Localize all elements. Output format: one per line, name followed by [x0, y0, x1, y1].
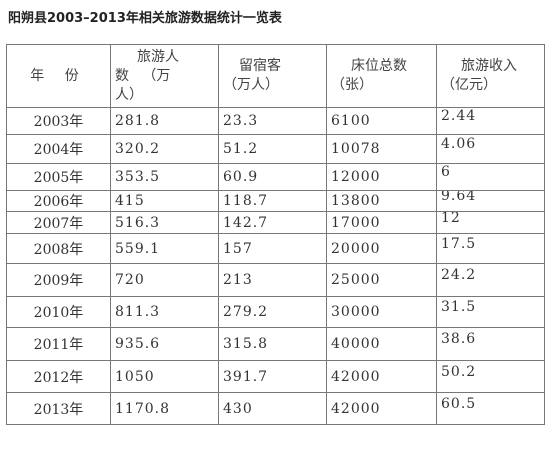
header-overnight-line1: 留宿客: [239, 58, 281, 74]
revenue-cell: 60.5: [436, 392, 545, 425]
header-year: 年 份: [6, 44, 111, 108]
header-revenue: 旅游收入 （亿元）: [436, 44, 545, 108]
revenue-cell: 38.6: [436, 327, 545, 361]
table-row: 2008年 559.1 157 20000 17.5: [6, 233, 545, 264]
revenue-value: 2.44: [441, 108, 477, 125]
revenue-value: 17.5: [441, 235, 477, 252]
year-cell: 2011年: [6, 327, 111, 361]
beds-cell: 42000: [326, 360, 437, 393]
table-row: 2006年 415 118.7 13800 9.64: [6, 190, 545, 212]
header-overnight: 留宿客 （万人）: [218, 44, 327, 108]
tourists-cell: 935.6: [110, 327, 219, 361]
year-cell: 2012年: [6, 360, 111, 393]
year-cell: 2006年: [6, 190, 111, 212]
revenue-cell: 4.06: [436, 134, 545, 164]
year-cell: 2009年: [6, 263, 111, 297]
header-tourists-line1: 旅游人: [137, 48, 179, 65]
table-row: 2007年 516.3 142.7 17000 12: [6, 211, 545, 234]
header-tourists-line3: 人）: [115, 86, 143, 103]
table-row: 2012年 1050 391.7 42000 50.2: [6, 360, 545, 393]
beds-cell: 25000: [326, 263, 437, 297]
header-beds-line2: （张）: [331, 77, 373, 93]
year-cell: 2008年: [6, 233, 111, 264]
beds-cell: 42000: [326, 392, 437, 425]
revenue-value: 24.2: [441, 267, 477, 283]
overnight-cell: 279.2: [218, 296, 327, 328]
revenue-value: 6: [441, 164, 451, 181]
table-row: 2003年 281.8 23.3 6100 2.44: [6, 107, 545, 135]
revenue-cell: 2.44: [436, 107, 545, 135]
table-row: 2004年 320.2 51.2 10078 4.06: [6, 134, 545, 164]
overnight-cell: 213: [218, 263, 327, 297]
table-row: 2010年 811.3 279.2 30000 31.5: [6, 296, 545, 328]
revenue-cell: 31.5: [436, 296, 545, 328]
tourists-cell: 415: [110, 190, 219, 212]
tourists-cell: 353.5: [110, 163, 219, 191]
year-cell: 2007年: [6, 211, 111, 234]
revenue-value: 4.06: [441, 136, 477, 152]
tourism-stats-table: 年 份 旅游人 数 （万 人） 留宿客 （万人） 床位总数 （张） 旅游收入 （…: [6, 44, 545, 425]
overnight-cell: 60.9: [218, 163, 327, 191]
tourists-cell: 1170.8: [110, 392, 219, 425]
tourists-cell: 559.1: [110, 233, 219, 264]
tourists-cell: 811.3: [110, 296, 219, 328]
table-body: 2003年 281.8 23.3 6100 2.44 2004年 320.2 51.2 1007…: [6, 107, 545, 425]
tourists-cell: 516.3: [110, 211, 219, 234]
beds-cell: 10078: [326, 134, 437, 164]
overnight-cell: 157: [218, 233, 327, 264]
tourists-cell: 320.2: [110, 134, 219, 164]
header-revenue-line2: （亿元）: [441, 77, 497, 93]
beds-cell: 17000: [326, 211, 437, 234]
beds-cell: 20000: [326, 233, 437, 264]
year-cell: 2013年: [6, 392, 111, 425]
header-overnight-line2: （万人）: [223, 77, 279, 93]
header-tourists: 旅游人 数 （万 人）: [110, 44, 219, 108]
table-row: 2005年 353.5 60.9 12000 6: [6, 163, 545, 191]
year-cell: 2010年: [6, 296, 111, 328]
year-cell: 2003年: [6, 107, 111, 135]
revenue-value: 9.64: [441, 190, 477, 205]
overnight-cell: 391.7: [218, 360, 327, 393]
revenue-cell: 12: [436, 211, 545, 234]
overnight-cell: 142.7: [218, 211, 327, 234]
revenue-cell: 9.64: [436, 190, 545, 212]
header-row: 年 份 旅游人 数 （万 人） 留宿客 （万人） 床位总数 （张） 旅游收入 （…: [6, 44, 545, 108]
header-beds-line1: 床位总数: [351, 58, 407, 74]
beds-cell: 6100: [326, 107, 437, 135]
beds-cell: 12000: [326, 163, 437, 191]
header-revenue-line1: 旅游收入: [461, 58, 517, 74]
revenue-value: 60.5: [441, 395, 477, 412]
table-row: 2009年 720 213 25000 24.2: [6, 263, 545, 297]
revenue-value: 31.5: [441, 299, 477, 315]
revenue-value: 12: [441, 211, 461, 226]
table-row: 2011年 935.6 315.8 40000 38.6: [6, 327, 545, 361]
beds-cell: 13800: [326, 190, 437, 212]
overnight-cell: 430: [218, 392, 327, 425]
table-title: 阳朔县2003–2013年相关旅游数据统计一览表: [8, 11, 282, 26]
tourists-cell: 281.8: [110, 107, 219, 135]
tourists-cell: 720: [110, 263, 219, 297]
beds-cell: 40000: [326, 327, 437, 361]
revenue-cell: 24.2: [436, 263, 545, 297]
year-cell: 2005年: [6, 163, 111, 191]
revenue-cell: 17.5: [436, 233, 545, 264]
header-tourists-line2: 数 （万: [115, 67, 171, 84]
overnight-cell: 23.3: [218, 107, 327, 135]
revenue-value: 50.2: [441, 363, 477, 380]
year-cell: 2004年: [6, 134, 111, 164]
overnight-cell: 315.8: [218, 327, 327, 361]
table-row: 2013年 1170.8 430 42000 60.5: [6, 392, 545, 425]
overnight-cell: 118.7: [218, 190, 327, 212]
revenue-value: 38.6: [441, 331, 477, 347]
tourists-cell: 1050: [110, 360, 219, 393]
beds-cell: 30000: [326, 296, 437, 328]
revenue-cell: 50.2: [436, 360, 545, 393]
table-header: 年 份 旅游人 数 （万 人） 留宿客 （万人） 床位总数 （张） 旅游收入 （…: [6, 44, 545, 108]
overnight-cell: 51.2: [218, 134, 327, 164]
revenue-cell: 6: [436, 163, 545, 191]
header-beds: 床位总数 （张）: [326, 44, 437, 108]
